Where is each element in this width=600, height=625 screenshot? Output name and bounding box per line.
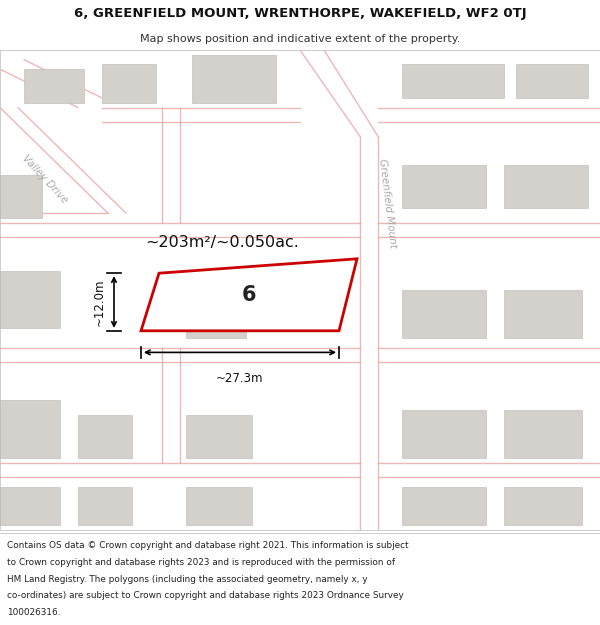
Text: Map shows position and indicative extent of the property.: Map shows position and indicative extent… [140, 34, 460, 44]
Bar [192, 55, 276, 102]
Text: HM Land Registry. The polygons (including the associated geometry, namely x, y: HM Land Registry. The polygons (includin… [7, 574, 368, 584]
Bar [0, 487, 60, 525]
Text: Contains OS data © Crown copyright and database right 2021. This information is : Contains OS data © Crown copyright and d… [7, 541, 409, 551]
Bar [24, 69, 84, 102]
Bar [186, 415, 252, 458]
Text: 100026316.: 100026316. [7, 608, 61, 617]
Bar [186, 295, 246, 338]
Bar [504, 290, 582, 338]
Bar [0, 271, 60, 328]
Bar [402, 64, 504, 98]
Text: 6: 6 [242, 285, 256, 305]
Bar [504, 487, 582, 525]
Bar [402, 290, 486, 338]
Bar [504, 410, 582, 458]
Bar [402, 487, 486, 525]
Bar [504, 165, 588, 208]
Bar [78, 415, 132, 458]
Bar [78, 487, 132, 525]
Bar [402, 410, 486, 458]
Polygon shape [141, 259, 357, 331]
Bar [402, 165, 486, 208]
Text: ~12.0m: ~12.0m [92, 278, 106, 326]
Text: to Crown copyright and database rights 2023 and is reproduced with the permissio: to Crown copyright and database rights 2… [7, 558, 395, 567]
Bar [186, 487, 252, 525]
Text: Valley Drive: Valley Drive [20, 154, 70, 206]
Bar [102, 64, 156, 102]
Bar [516, 64, 588, 98]
Text: Greenfield Mount: Greenfield Mount [377, 158, 397, 249]
Bar [0, 175, 42, 218]
Text: ~27.3m: ~27.3m [216, 372, 264, 384]
Text: co-ordinates) are subject to Crown copyright and database rights 2023 Ordnance S: co-ordinates) are subject to Crown copyr… [7, 591, 404, 600]
Text: 6, GREENFIELD MOUNT, WRENTHORPE, WAKEFIELD, WF2 0TJ: 6, GREENFIELD MOUNT, WRENTHORPE, WAKEFIE… [74, 7, 526, 20]
Text: ~203m²/~0.050ac.: ~203m²/~0.050ac. [145, 234, 299, 249]
Bar [0, 401, 60, 458]
